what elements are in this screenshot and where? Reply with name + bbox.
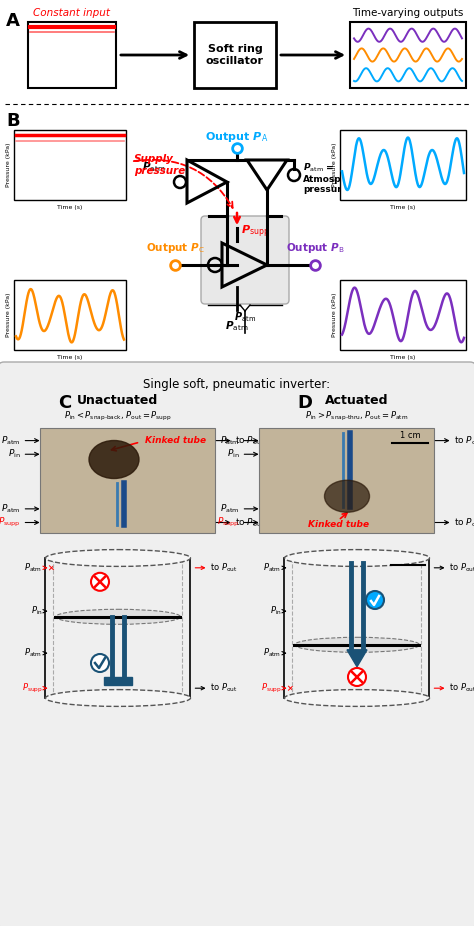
Text: $\boldsymbol{P}_{\mathrm{atm}}$: $\boldsymbol{P}_{\mathrm{atm}}$ xyxy=(142,160,165,174)
FancyBboxPatch shape xyxy=(0,362,474,926)
FancyBboxPatch shape xyxy=(201,216,289,304)
Text: to $P_{\mathrm{out}}$: to $P_{\mathrm{out}}$ xyxy=(449,561,474,574)
Bar xyxy=(14,130,126,200)
Text: $P_{\mathrm{atm}}$: $P_{\mathrm{atm}}$ xyxy=(24,561,43,574)
Text: $P_{\mathrm{supp}}$: $P_{\mathrm{supp}}$ xyxy=(261,682,282,694)
Text: Kinked tube: Kinked tube xyxy=(146,436,207,445)
Text: $P_{\mathrm{in}} > P_{\mathrm{snap\text{-}thru}}$, $P_{\mathrm{out}} = P_{\mathr: $P_{\mathrm{in}} > P_{\mathrm{snap\text{… xyxy=(305,410,409,423)
Text: Time (s): Time (s) xyxy=(390,355,416,360)
Ellipse shape xyxy=(284,690,429,707)
Bar xyxy=(14,280,126,350)
Ellipse shape xyxy=(284,550,429,567)
Text: $P_{\mathrm{in}}$: $P_{\mathrm{in}}$ xyxy=(8,448,20,460)
Text: to $P_{\mathrm{out}}$: to $P_{\mathrm{out}}$ xyxy=(236,517,265,529)
Text: Constant input: Constant input xyxy=(34,8,110,18)
Text: Output $\boldsymbol{P}_{\mathrm{C}}$: Output $\boldsymbol{P}_{\mathrm{C}}$ xyxy=(146,241,204,255)
Text: Pressure (kPa): Pressure (kPa) xyxy=(6,143,11,187)
Text: Soft ring
oscillator: Soft ring oscillator xyxy=(206,44,264,66)
Text: to $P_{\mathrm{out}}$: to $P_{\mathrm{out}}$ xyxy=(210,561,238,574)
Bar xyxy=(340,280,466,350)
Text: to $P_{\mathrm{out}}$: to $P_{\mathrm{out}}$ xyxy=(455,434,474,447)
Text: $P_{\mathrm{in}}$: $P_{\mathrm{in}}$ xyxy=(270,605,282,618)
Text: $P_{\mathrm{atm}}$: $P_{\mathrm{atm}}$ xyxy=(220,503,239,515)
Text: Pressure (kPa): Pressure (kPa) xyxy=(332,143,337,187)
Text: Time (s): Time (s) xyxy=(57,205,82,210)
Text: Time-varying outputs: Time-varying outputs xyxy=(352,8,464,18)
Text: to $P_{\mathrm{out}}$: to $P_{\mathrm{out}}$ xyxy=(455,517,474,529)
Text: Time (s): Time (s) xyxy=(57,355,82,360)
Text: A: A xyxy=(6,12,20,30)
Text: $\boldsymbol{P}_{\mathrm{atm}}$ =
Atmospheric
pressure: $\boldsymbol{P}_{\mathrm{atm}}$ = Atmosp… xyxy=(303,161,367,194)
Text: to $P_{\mathrm{out}}$: to $P_{\mathrm{out}}$ xyxy=(236,434,265,447)
Text: $P_{\mathrm{atm}}$: $P_{\mathrm{atm}}$ xyxy=(1,503,20,515)
Circle shape xyxy=(348,668,366,686)
Text: Actuated: Actuated xyxy=(325,394,389,407)
Text: Unactuated: Unactuated xyxy=(77,394,159,407)
Text: to $P_{\mathrm{out}}$: to $P_{\mathrm{out}}$ xyxy=(449,682,474,694)
Text: Pressure (kPa): Pressure (kPa) xyxy=(6,293,11,337)
Ellipse shape xyxy=(46,550,191,567)
Text: $P_{\mathrm{atm}}$: $P_{\mathrm{atm}}$ xyxy=(264,561,282,574)
Text: Output $\boldsymbol{P}_{\mathrm{A}}$: Output $\boldsymbol{P}_{\mathrm{A}}$ xyxy=(205,130,269,144)
Ellipse shape xyxy=(89,441,139,479)
Circle shape xyxy=(91,573,109,591)
Text: $P_{\mathrm{in}}$: $P_{\mathrm{in}}$ xyxy=(31,605,43,618)
Text: $P_{\mathrm{atm}}$: $P_{\mathrm{atm}}$ xyxy=(24,647,43,659)
Text: Supply
pressure: Supply pressure xyxy=(134,155,185,176)
Text: Single soft, pneumatic inverter:: Single soft, pneumatic inverter: xyxy=(144,378,330,391)
Text: Pressure (kPa): Pressure (kPa) xyxy=(332,293,337,337)
Text: $\boldsymbol{P}_{\mathrm{supp}}$: $\boldsymbol{P}_{\mathrm{supp}}$ xyxy=(241,224,270,241)
Bar xyxy=(194,22,276,88)
Polygon shape xyxy=(347,650,367,667)
Bar xyxy=(104,677,132,685)
Bar xyxy=(340,130,466,200)
Bar xyxy=(350,22,466,88)
Text: Output $\boldsymbol{P}_{\mathrm{B}}$: Output $\boldsymbol{P}_{\mathrm{B}}$ xyxy=(286,241,344,255)
Text: $P_{\mathrm{atm}}$: $P_{\mathrm{atm}}$ xyxy=(264,647,282,659)
Ellipse shape xyxy=(294,637,419,652)
Bar xyxy=(28,22,116,88)
Text: $P_{\mathrm{in}} < P_{\mathrm{snap\text{-}back}}$, $P_{\mathrm{out}} = P_{\mathr: $P_{\mathrm{in}} < P_{\mathrm{snap\text{… xyxy=(64,410,172,423)
Text: to $P_{\mathrm{out}}$: to $P_{\mathrm{out}}$ xyxy=(210,682,238,694)
Text: B: B xyxy=(6,112,19,130)
Text: 1 cm: 1 cm xyxy=(398,553,419,562)
Text: C: C xyxy=(58,394,71,412)
Text: D: D xyxy=(297,394,312,412)
Text: $P_{\mathrm{atm}}$: $P_{\mathrm{atm}}$ xyxy=(1,434,20,447)
Ellipse shape xyxy=(46,690,191,707)
Text: $P_{\mathrm{atm}}$: $P_{\mathrm{atm}}$ xyxy=(220,434,239,447)
Bar xyxy=(259,428,435,533)
Ellipse shape xyxy=(55,609,181,624)
Text: Time (s): Time (s) xyxy=(390,205,416,210)
Text: $P_{\mathrm{supp}}$: $P_{\mathrm{supp}}$ xyxy=(217,516,239,529)
Ellipse shape xyxy=(325,481,370,512)
Text: $P_{\mathrm{supp}}$: $P_{\mathrm{supp}}$ xyxy=(0,516,20,529)
Circle shape xyxy=(366,591,384,609)
Text: $\boldsymbol{P}_{\mathrm{atm}}$: $\boldsymbol{P}_{\mathrm{atm}}$ xyxy=(234,310,256,324)
Text: Kinked tube: Kinked tube xyxy=(308,520,369,530)
Bar xyxy=(40,428,216,533)
Circle shape xyxy=(91,654,109,672)
Text: $P_{\mathrm{supp}}$: $P_{\mathrm{supp}}$ xyxy=(22,682,43,694)
Text: $P_{\mathrm{in}}$: $P_{\mathrm{in}}$ xyxy=(227,448,239,460)
Text: $\boldsymbol{P}_{\mathrm{atm}}$: $\boldsymbol{P}_{\mathrm{atm}}$ xyxy=(225,319,249,332)
Text: 1 cm: 1 cm xyxy=(400,431,421,440)
